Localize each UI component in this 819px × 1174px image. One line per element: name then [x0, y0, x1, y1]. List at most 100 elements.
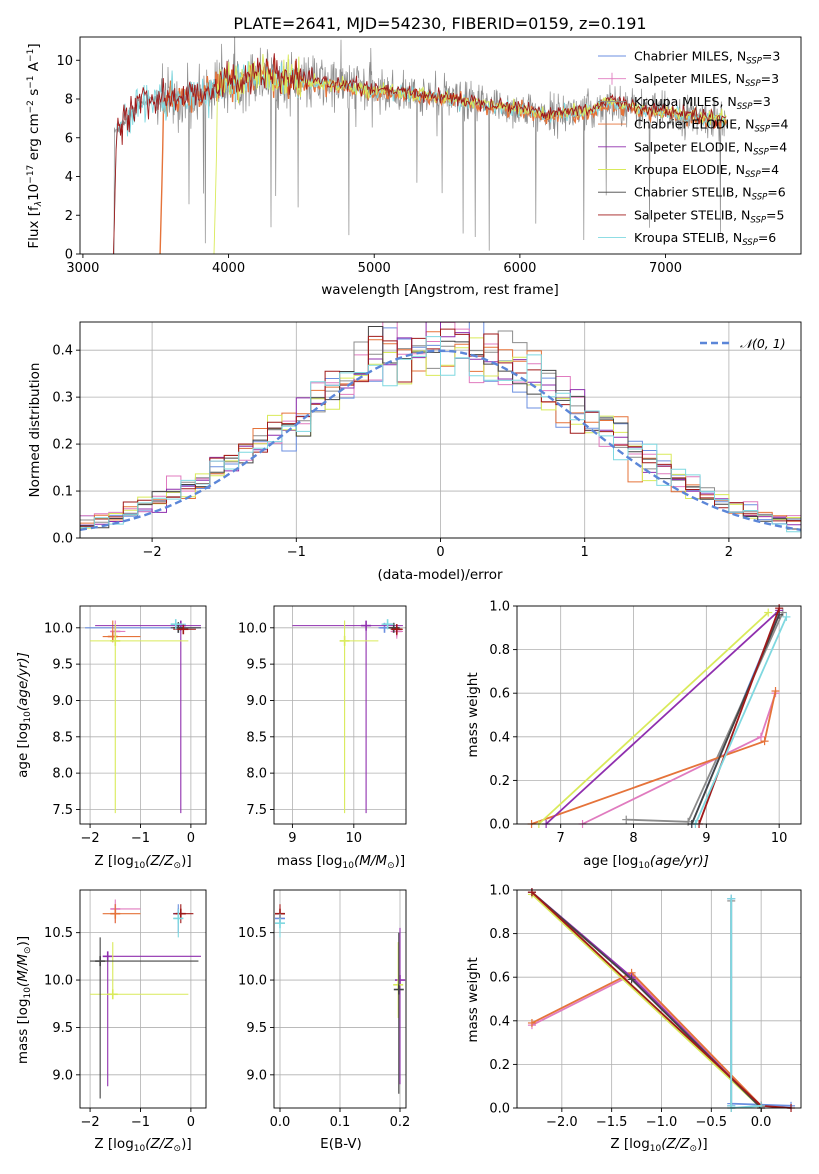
age-z-ytick-label: 9.0 — [52, 694, 73, 709]
spectrum-ylabel-lambda: λ — [34, 201, 44, 207]
mass-ebv-ytick-label: 10.5 — [238, 926, 267, 941]
legend-label-part: Salpeter MILES, N — [634, 71, 745, 86]
legend-label: Kroupa MILES, NSSP=3 — [634, 94, 771, 112]
age-z-ylabel-sub: 10 — [23, 711, 33, 723]
spectrum-xlabel: wavelength [Angstrom, rest frame] — [321, 282, 559, 298]
age-mass-frame — [273, 605, 407, 825]
mass-z-xtick-label: −2 — [80, 1115, 99, 1130]
mw-z-xlabel-sub: 10 — [650, 1144, 662, 1154]
age-z-xlabel-sub: ⊙ — [174, 861, 182, 871]
age-mass-xlabel-part: )] — [395, 853, 406, 869]
spectrum-lines — [113, 37, 728, 254]
age-z-point — [173, 624, 196, 635]
mw-age-line — [698, 607, 781, 825]
legend-label-part: Kroupa STELIB, N — [634, 230, 742, 245]
age-mass-point — [390, 624, 403, 636]
mass-ebv-ytick-label: 10.0 — [238, 974, 267, 989]
spectrum-ytick-label: 10 — [56, 54, 73, 69]
hist-xtick-label: −2 — [143, 545, 162, 560]
spectrum-frame — [79, 36, 802, 255]
mw-age-ylabel: mass weight — [465, 672, 481, 757]
mw-z-ytick-label: 0.0 — [489, 1102, 510, 1117]
mw-age-xtick-label: 10 — [771, 831, 788, 846]
normal-curve — [80, 349, 801, 531]
legend-label-part: =4 — [769, 139, 787, 154]
spectrum-ytick-label: 4 — [65, 170, 73, 185]
spectrum-ytick-label: 2 — [65, 209, 73, 224]
age-z-xtick-label: −2 — [80, 831, 99, 846]
legend-label-sub: SSP — [745, 170, 761, 180]
age-mass-ytick-label: 9.0 — [246, 694, 267, 709]
spectrum-ylabel-exp: −17 — [26, 165, 36, 184]
mass-ebv-ytick-label: 9.0 — [246, 1068, 267, 1083]
age-mass-xlabel-sub: ⊙ — [387, 861, 395, 871]
age-z-ytick-label: 10.0 — [44, 621, 73, 636]
age-mass-xlabel: mass [log10(M/M⊙)] — [277, 853, 405, 871]
hist-ytick-label: 0.3 — [52, 391, 73, 406]
spectrum-xtick-label: 3000 — [66, 261, 99, 276]
age-z-xlabel-part: Z [log — [94, 853, 133, 869]
spectrum-ylabel-part: A — [26, 61, 42, 75]
age-mass-point — [292, 620, 403, 814]
age-z-xlabel: Z [log10(Z/Z⊙)] — [94, 853, 191, 871]
legend-label-part: Chabrier STELIB, N — [634, 185, 752, 200]
figure-title: PLATE=2641, MJD=54230, FIBERID=0159, z=0… — [233, 14, 646, 33]
mass-ebv-point — [275, 913, 285, 938]
legend-label-part: =6 — [767, 185, 785, 200]
mw-z-ytick-label: 0.6 — [489, 971, 510, 986]
age-z-xtick-label: −1 — [131, 831, 150, 846]
legend-label-part: =3 — [761, 71, 779, 86]
legend-label-sub: SSP — [746, 57, 762, 67]
mass-ebv-xtick-label: 0.1 — [330, 1115, 351, 1130]
mass-ebv-xlabel: E(B-V) — [320, 1136, 362, 1152]
legend-label-part: =3 — [752, 94, 770, 109]
age-z-point — [170, 619, 186, 630]
mass-z-ylabel-part: )] — [15, 936, 31, 947]
mass-z-ylabel-part: mass [log — [15, 999, 31, 1065]
spectrum-ytick-label: 0 — [65, 248, 73, 263]
age-mass-point — [381, 619, 394, 630]
axes-layer — [76, 36, 802, 1112]
age-z-xlabel-sub: 10 — [134, 861, 146, 871]
spectrum-xtick-label: 7000 — [649, 261, 682, 276]
age-z-frame — [79, 605, 207, 825]
hist-ytick-label: 0.1 — [52, 485, 73, 500]
mw-age-xlabel-sub: 10 — [638, 861, 650, 871]
age-z-xlabel-part: )] — [181, 853, 192, 869]
legend-label-part: Kroupa ELODIE, N — [634, 162, 745, 177]
spectrum-model-line — [113, 53, 727, 254]
mw-age-ytick-label: 0.2 — [489, 774, 510, 789]
mass-z-xlabel: Z [log10(Z/Z⊙)] — [94, 1136, 191, 1154]
mw-age-line — [694, 616, 788, 825]
hist-xtick-label: 2 — [725, 545, 733, 560]
age-z-ytick-label: 8.0 — [52, 767, 73, 782]
mass-z-point — [173, 908, 184, 938]
age-z-point — [90, 624, 189, 814]
legend-label-part: =4 — [770, 117, 788, 132]
age-mass-ytick-label: 10.0 — [238, 621, 267, 636]
mass-z-point — [90, 942, 189, 1000]
mass-z-ylabel-sub: ⊙ — [23, 946, 33, 954]
spectrum-ylabel-part: 10 — [26, 184, 42, 201]
age-mass-ytick-label: 9.5 — [246, 658, 267, 673]
legend-label-part: =3 — [762, 49, 780, 64]
legend-label-sub: SSP — [742, 238, 758, 248]
mw-z-xtick-label: −0.5 — [696, 1115, 728, 1130]
mass-z-xtick-label: 0 — [187, 1115, 195, 1130]
legend-label: Chabrier ELODIE, NSSP=4 — [634, 117, 789, 135]
mass-z-xlabel-part: )] — [181, 1136, 192, 1152]
age-mass-xlabel-part: (M/M — [354, 853, 387, 869]
spectrum-ylabel-part: ] — [26, 43, 42, 48]
spectrum-ytick-label: 6 — [65, 131, 73, 146]
mw-z-xtick-label: −1.0 — [646, 1115, 678, 1130]
legend-label-sub: SSP — [753, 147, 769, 157]
mass-z-ytick-label: 10.0 — [44, 974, 73, 989]
age-mass-xlabel-sub: 10 — [342, 861, 354, 871]
hist-xtick-label: 0 — [436, 545, 444, 560]
age-z-ylabel-part: (age/yr)] — [15, 652, 31, 711]
legend-label-part: =6 — [758, 230, 776, 245]
mw-z-xlabel: Z [log10(Z/Z⊙)] — [610, 1136, 707, 1154]
legend-label: Kroupa STELIB, NSSP=6 — [634, 230, 776, 248]
mw-age-ytick-label: 0.6 — [489, 687, 510, 702]
